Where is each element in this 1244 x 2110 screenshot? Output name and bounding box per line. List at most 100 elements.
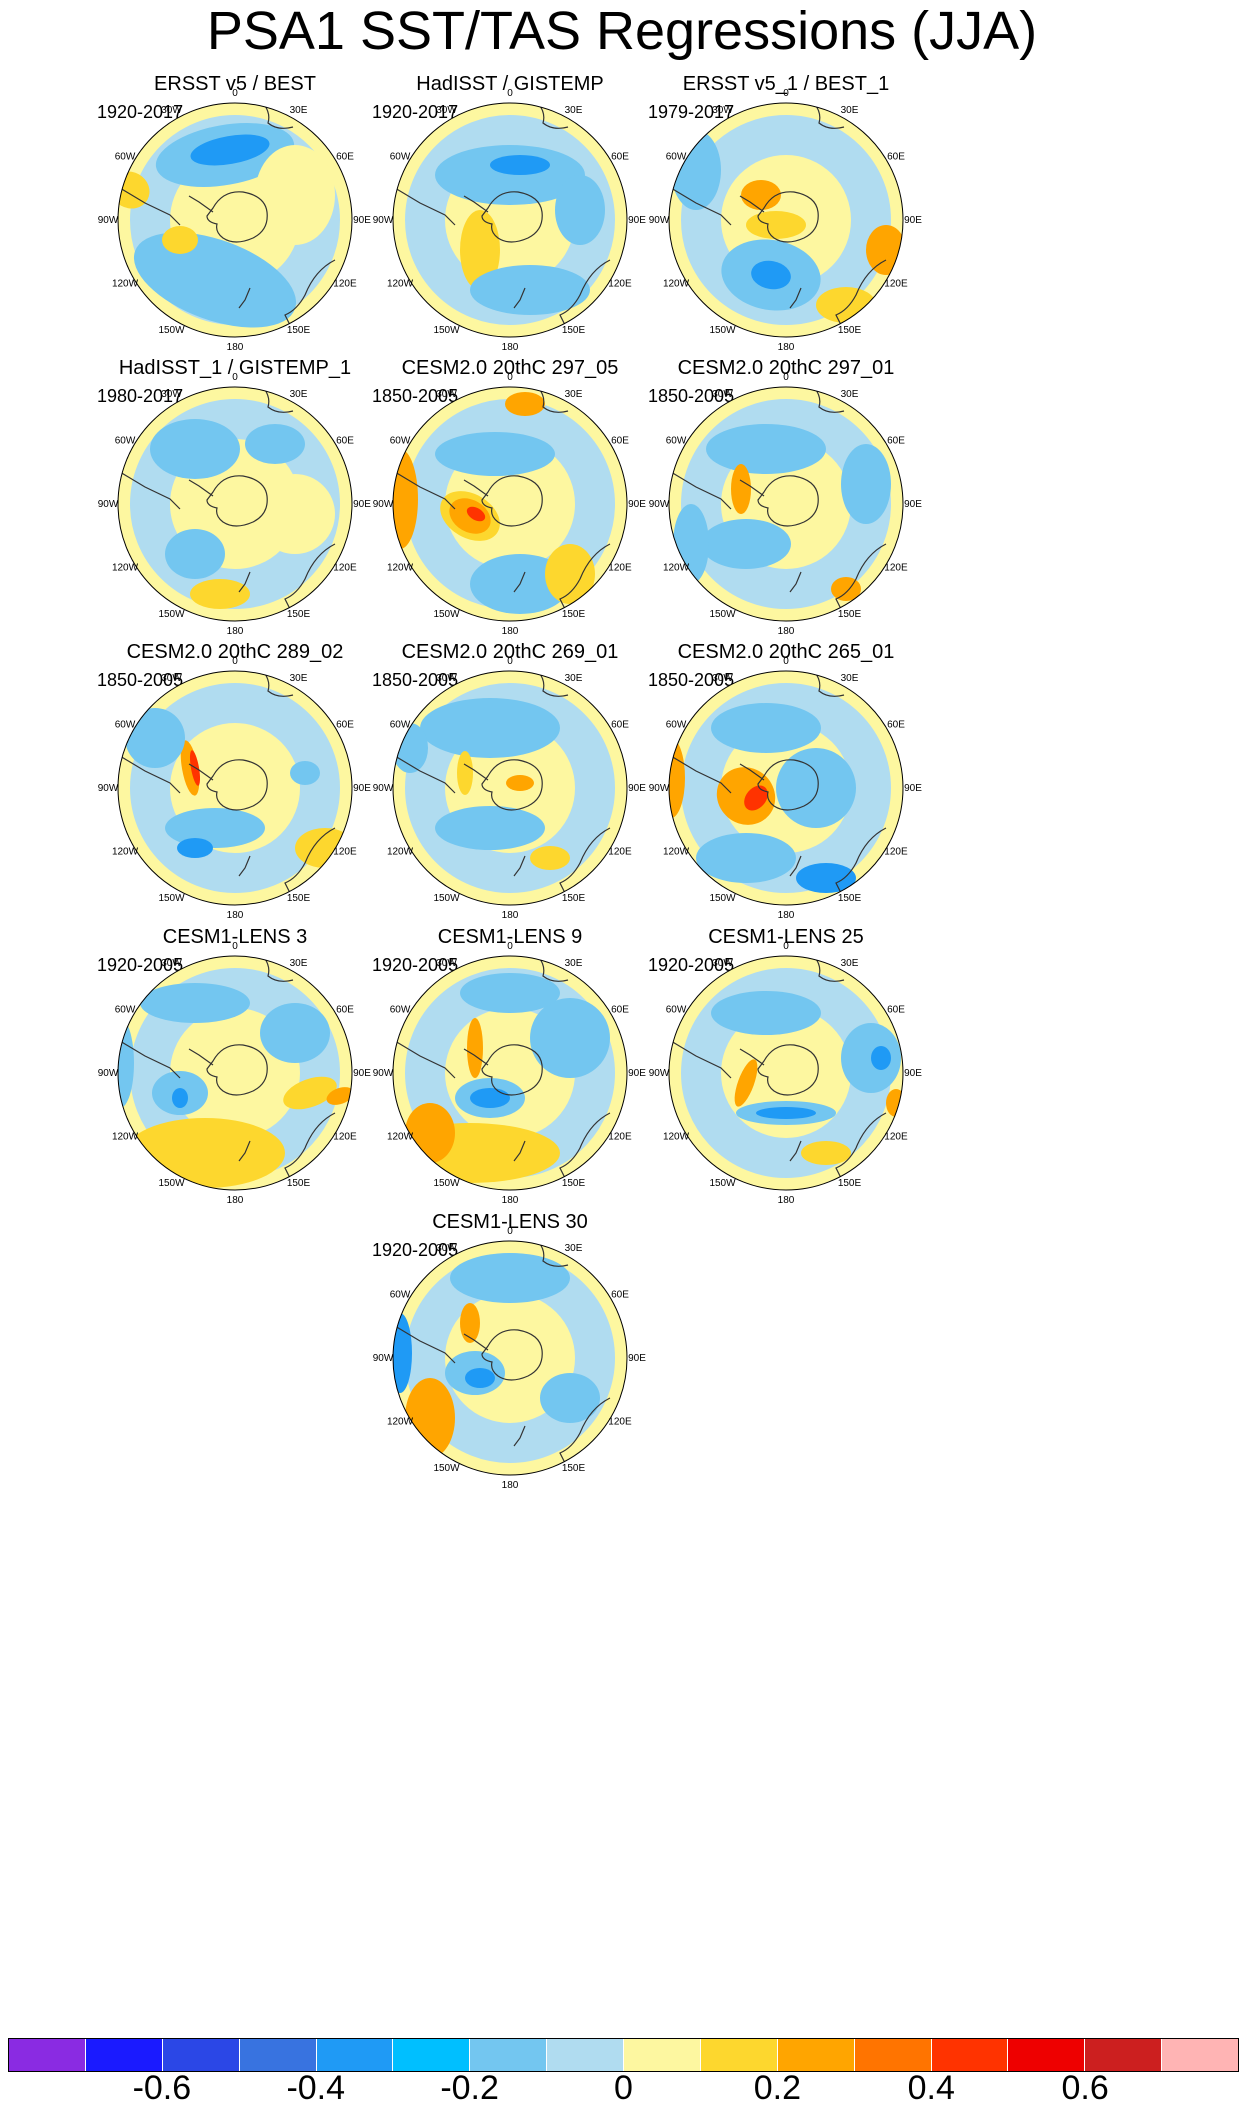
anomaly-patch (751, 260, 791, 290)
south-america-coastline (118, 468, 181, 510)
africa-coastline (537, 956, 569, 982)
longitude-label: 60W (666, 436, 687, 447)
longitude-label: 30W (712, 389, 733, 400)
longitude-label: 150W (433, 609, 460, 620)
longitude-label: 60W (390, 152, 411, 163)
new-zealand-coastline (513, 1140, 526, 1162)
longitude-label: 120E (884, 847, 908, 858)
antarctica-coastline (757, 475, 819, 527)
anomaly-patch (140, 983, 250, 1023)
longitude-label: 150E (562, 609, 586, 620)
longitude-label: 90W (649, 783, 670, 794)
africa-coastline (262, 387, 294, 413)
longitude-label: 30W (161, 105, 182, 116)
longitude-label: 60E (887, 1005, 905, 1016)
longitude-label: 150W (709, 893, 736, 904)
longitude-label: 60E (336, 1005, 354, 1016)
longitude-label: 120W (663, 279, 690, 290)
map-panel: CESM1-LENS 9 1920-2005 0 30E 60E 90E 120E 150E 1… (330, 925, 690, 1300)
australia-coastline (835, 827, 887, 894)
new-zealand-coastline (513, 855, 526, 877)
anomaly-patch (706, 424, 826, 474)
anomaly-patch (255, 145, 335, 245)
panel-title: CESM2.0 20thC 289_02 (126, 641, 344, 663)
longitude-label: 150W (433, 1463, 460, 1474)
africa-coastline (537, 103, 569, 129)
colorbar-swatch (777, 2039, 855, 2071)
colorbar-swatch (854, 2039, 932, 2071)
longitude-label: 120W (387, 279, 414, 290)
antarctic-peninsula (463, 479, 489, 497)
longitude-label: 60E (887, 436, 905, 447)
colorbar-swatch (624, 2039, 701, 2071)
longitude-label: 60E (611, 720, 629, 731)
longitude-label: 0 (783, 88, 789, 99)
longitude-label: 150W (709, 1178, 736, 1189)
longitude-label: 120W (663, 847, 690, 858)
longitude-label: 90E (904, 499, 922, 510)
longitude-label: 0 (232, 941, 238, 952)
antarctic-peninsula (188, 1048, 214, 1066)
anomaly-patch (530, 846, 570, 870)
panel-period: 1920-2005 (97, 955, 184, 975)
longitude-label: 180 (778, 1195, 795, 1206)
longitude-label: 30W (161, 958, 182, 969)
longitude-label: 180 (778, 910, 795, 921)
anomaly-patch (125, 708, 185, 768)
map-panel: ERSST v5_1 / BEST_1 1979-2017 0 30E 60E 90E 12… (606, 72, 966, 447)
longitude-label: 90W (98, 499, 119, 510)
longitude-label: 150E (562, 1178, 586, 1189)
anomaly-patch (133, 232, 297, 328)
longitude-label: 120W (387, 1132, 414, 1143)
anomaly-patch (393, 449, 418, 549)
longitude-label: 150E (838, 893, 862, 904)
anomaly-patch (540, 1373, 600, 1423)
longitude-label: 0 (232, 372, 238, 383)
antarctic-peninsula (739, 195, 765, 213)
longitude-label: 30W (712, 958, 733, 969)
map-border (392, 102, 628, 338)
panel-period: 1850-2005 (648, 386, 735, 406)
longitude-label: 150W (158, 325, 185, 336)
anomaly-patch (555, 175, 605, 245)
antarctic-peninsula (463, 763, 489, 781)
panel-title: CESM2.0 20thC 269_01 (401, 641, 619, 663)
panel-period: 1850-2005 (372, 386, 459, 406)
antarctica-coastline (757, 191, 819, 243)
anomaly-patch (435, 145, 585, 205)
australia-coastline (835, 259, 887, 326)
colorbar-swatch (1008, 2039, 1086, 2071)
longitude-label: 150W (709, 609, 736, 620)
longitude-label: 0 (783, 941, 789, 952)
longitude-label: 60E (611, 436, 629, 447)
longitude-label: 120E (333, 847, 357, 858)
longitude-label: 120W (112, 1132, 139, 1143)
south-america-coastline (669, 752, 732, 794)
africa-coastline (262, 956, 294, 982)
anomaly-patch (450, 1253, 570, 1303)
antarctic-peninsula (463, 1333, 489, 1351)
longitude-label: 90E (904, 1068, 922, 1079)
map-panel: CESM1-LENS 30 1920-2005 0 30E 60E 90E 120E 150E… (330, 1210, 690, 1585)
anomaly-patch (467, 1018, 483, 1078)
panel-title: HadISST / GISTEMP (416, 73, 604, 95)
anomaly-patch (162, 226, 198, 254)
antarctica-coastline (481, 191, 543, 243)
colorbar-tick-label: 0 (614, 2069, 633, 2107)
anomaly-patch (696, 833, 796, 883)
longitude-label: 30W (436, 958, 457, 969)
colorbar-swatch (547, 2039, 624, 2071)
longitude-label: 120E (608, 1132, 632, 1143)
longitude-label: 60E (336, 152, 354, 163)
colorbar-swatch (85, 2039, 163, 2071)
south-america-coastline (393, 468, 456, 510)
longitude-label: 60W (115, 152, 136, 163)
map-panel: CESM2.0 20thC 289_02 1850-2005 0 30E 60E 90E 1… (55, 640, 415, 1015)
longitude-label: 150E (287, 609, 311, 620)
longitude-label: 90E (628, 1068, 646, 1079)
map-panel: CESM2.0 20thC 297_01 1850-2005 0 30E 60E 90E 1… (606, 356, 966, 731)
longitude-label: 60E (336, 436, 354, 447)
longitude-label: 60W (390, 720, 411, 731)
map-panel: CESM2.0 20thC 297_05 1850-2005 0 30E 60E 90E 1… (330, 356, 690, 731)
longitude-label: 30E (565, 389, 583, 400)
